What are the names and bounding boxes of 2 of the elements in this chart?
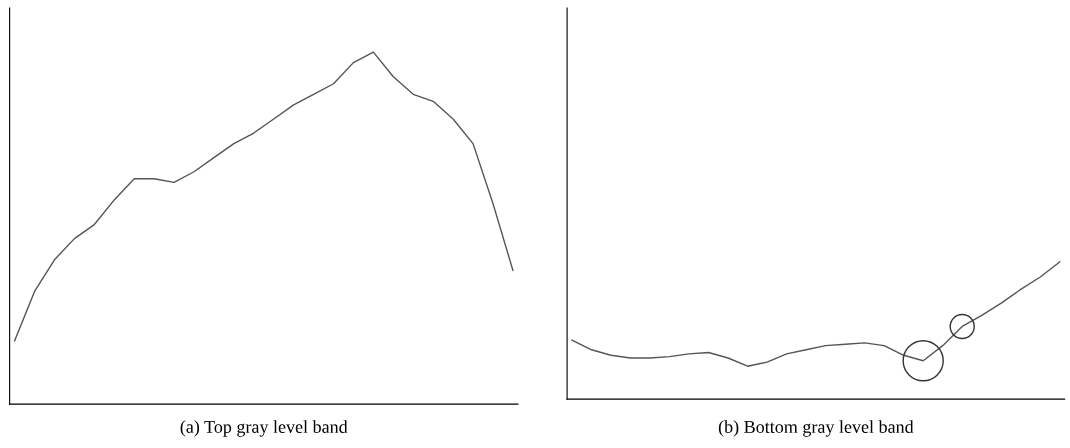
text: (b) Bottom gray level band — [718, 420, 914, 437]
text: (a) Top gray level band — [180, 420, 348, 437]
